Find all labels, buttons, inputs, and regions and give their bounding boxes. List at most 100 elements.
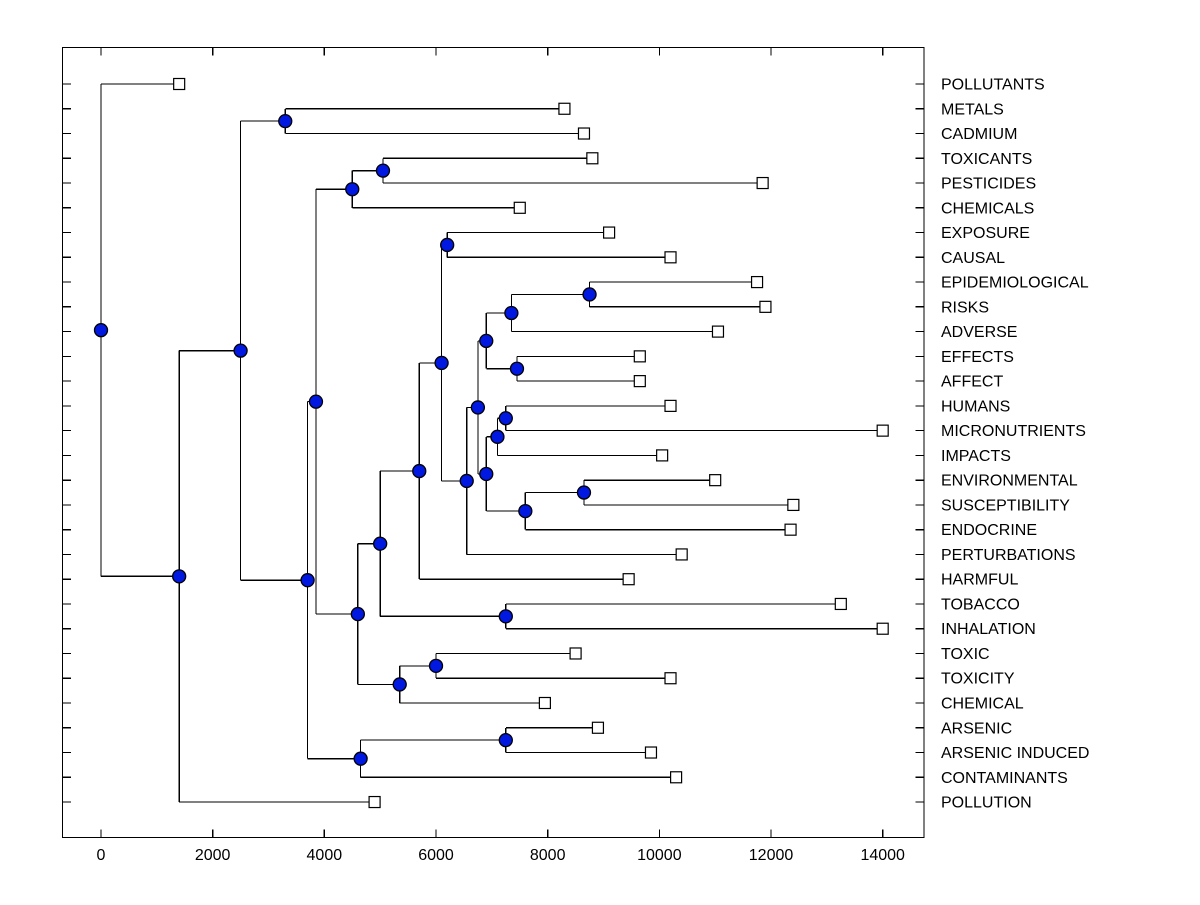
leaf-marker [787,498,800,512]
leaf-label: SUSCEPTIBILITY [941,497,1070,514]
x-axis-tick-label: 6000 [418,847,454,864]
node-marker [498,411,513,426]
leaf-marker [670,771,683,784]
node-marker [412,463,427,479]
node-marker [233,343,248,358]
leaf-marker [558,102,571,115]
node-marker [373,536,388,551]
node-marker [582,287,597,302]
x-axis-tick-label: 10000 [637,847,682,864]
leaf-marker [591,721,605,734]
leaf-marker [675,548,688,561]
leaf-label: TOXICANTS [941,151,1032,168]
x-axis-tick-label: 2000 [195,847,231,864]
node-marker [576,485,592,500]
leaf-label: ARSENIC INDUCED [941,745,1089,762]
x-axis-tick-label: 14000 [860,847,905,864]
leaf-marker [711,325,725,338]
leaf-marker [656,449,669,462]
leaf-label: INHALATION [941,621,1036,638]
leaf-label: ARSENIC [941,720,1012,737]
node-marker [278,113,293,129]
leaf-label: HUMANS [941,398,1010,415]
leaf-label: ENDOCRINE [941,522,1037,539]
leaf-marker [784,523,797,536]
node-marker [350,606,365,622]
leaf-marker [750,275,764,289]
leaf-marker [513,201,526,214]
node-marker [479,333,494,349]
x-axis-tick-label: 12000 [749,847,794,864]
node-marker [93,323,109,338]
node-marker [518,503,533,519]
leaf-marker [633,350,646,363]
leaf-marker [368,795,381,809]
leaf-label: EFFECTS [941,349,1014,366]
node-marker [509,361,525,376]
leaf-label: CONTAMINANTS [941,770,1068,787]
leaf-label: POLLUTION [941,795,1032,812]
node-marker [479,466,494,482]
leaf-label: HARMFUL [941,572,1018,589]
leaf-marker [577,127,591,140]
leaf-label: EPIDEMIOLOGICAL [941,275,1089,292]
leaf-label: CADMIUM [941,126,1017,143]
leaf-label: TOXIC [941,646,990,663]
leaf-marker [834,597,847,611]
node-marker [498,732,513,748]
node-marker [434,355,449,371]
node-marker [470,400,486,415]
leaf-label: CHEMICAL [941,696,1024,713]
leaf-label: MICRONUTRIENTS [941,423,1086,440]
leaf-marker [664,251,677,264]
leaf-marker [622,573,635,586]
leaf-marker [633,375,646,388]
x-axis-tick-label: 8000 [530,847,566,864]
leaf-label: IMPACTS [941,448,1011,465]
node-marker [308,394,324,409]
leaf-marker [664,672,677,685]
leaf-label: PESTICIDES [941,176,1036,193]
leaf-label: PERTURBATIONS [941,547,1076,564]
leaf-marker [876,622,889,635]
leaf-label: ENVIRONMENTAL [941,473,1078,490]
node-marker [392,677,407,692]
leaf-label: CHEMICALS [941,200,1034,217]
node-marker [440,237,455,253]
node-marker [459,473,474,489]
node-marker [498,609,513,624]
node-marker [172,569,187,584]
node-marker [504,305,519,321]
node-marker [428,658,444,674]
node-marker [300,573,315,588]
leaf-label: CAUSAL [941,250,1005,267]
leaf-marker [602,226,616,239]
x-axis-tick-label: 4000 [307,847,343,864]
x-axis-tick-label: 0 [97,847,106,864]
leaf-marker [644,746,658,759]
node-marker [375,163,391,178]
leaf-label: ADVERSE [941,324,1017,341]
node-marker [345,182,360,197]
leaf-label: RISKS [941,299,989,316]
leaf-label: METALS [941,101,1004,118]
leaf-marker [569,647,582,660]
node-marker [353,751,368,766]
leaf-label: TOBACCO [941,596,1020,613]
plot-frame [61,46,925,839]
leaf-marker [538,696,551,710]
leaf-label: EXPOSURE [941,225,1030,242]
node-marker [490,429,505,444]
leaf-label: AFFECT [941,374,1003,391]
leaf-marker [709,474,722,487]
leaf-marker [876,424,889,437]
leaf-marker [173,77,186,91]
leaf-label: TOXICITY [941,671,1015,688]
leaf-marker [586,152,599,165]
leaf-marker [756,176,769,190]
leaf-marker [664,399,677,412]
leaf-marker [759,300,772,313]
leaf-label: POLLUTANTS [941,77,1045,94]
